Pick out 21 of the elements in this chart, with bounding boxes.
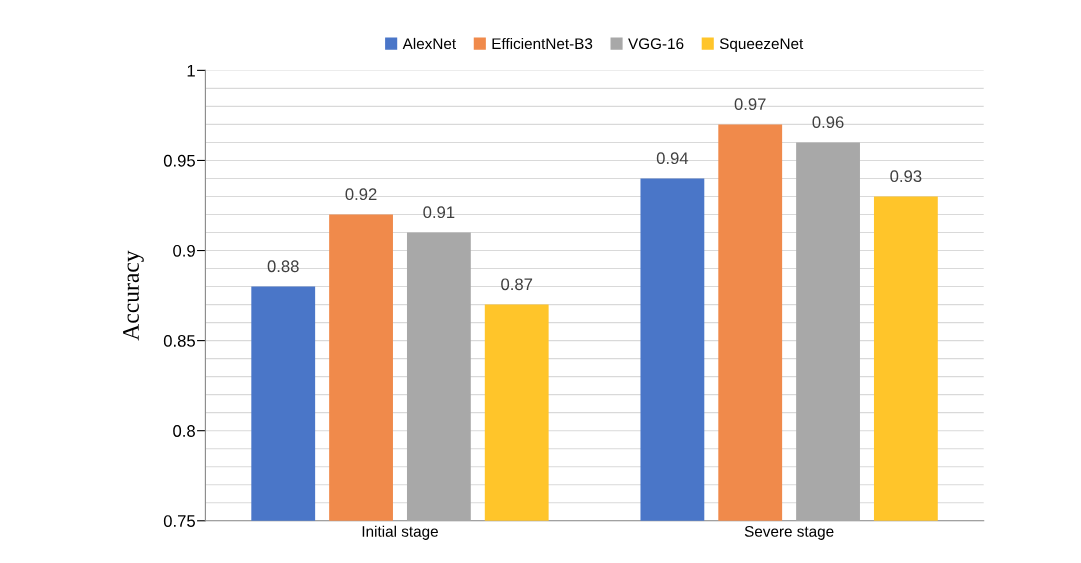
legend-label: VGG-16 [628,38,684,50]
data-label: 0.87 [501,278,533,291]
data-label: 0.91 [423,206,455,219]
legend-label: EfficientNet-B3 [492,37,593,50]
y-tick-label: 0.9 [173,244,195,257]
y-tick-label: 1 [187,64,195,77]
y-tick-label: 0.85 [163,335,195,347]
data-label: 0.97 [734,98,766,111]
data-label: 0.92 [345,188,377,201]
data-label: 0.88 [267,260,299,273]
x-tick-label: Severe stage [744,526,834,540]
legend-label: SqueezeNet [719,38,804,53]
legend-label: AlexNet [402,37,457,50]
y-tick-label: 0.95 [163,154,195,167]
data-label: 0.93 [890,170,922,183]
y-tick-label: 0.8 [173,425,195,437]
data-label: 0.96 [812,116,844,129]
x-tick-label: Initial stage [362,525,438,540]
y-tick-label: 0.75 [163,515,195,527]
y-axis-title: Accuracy [123,250,144,341]
data-label: 0.94 [656,152,689,165]
